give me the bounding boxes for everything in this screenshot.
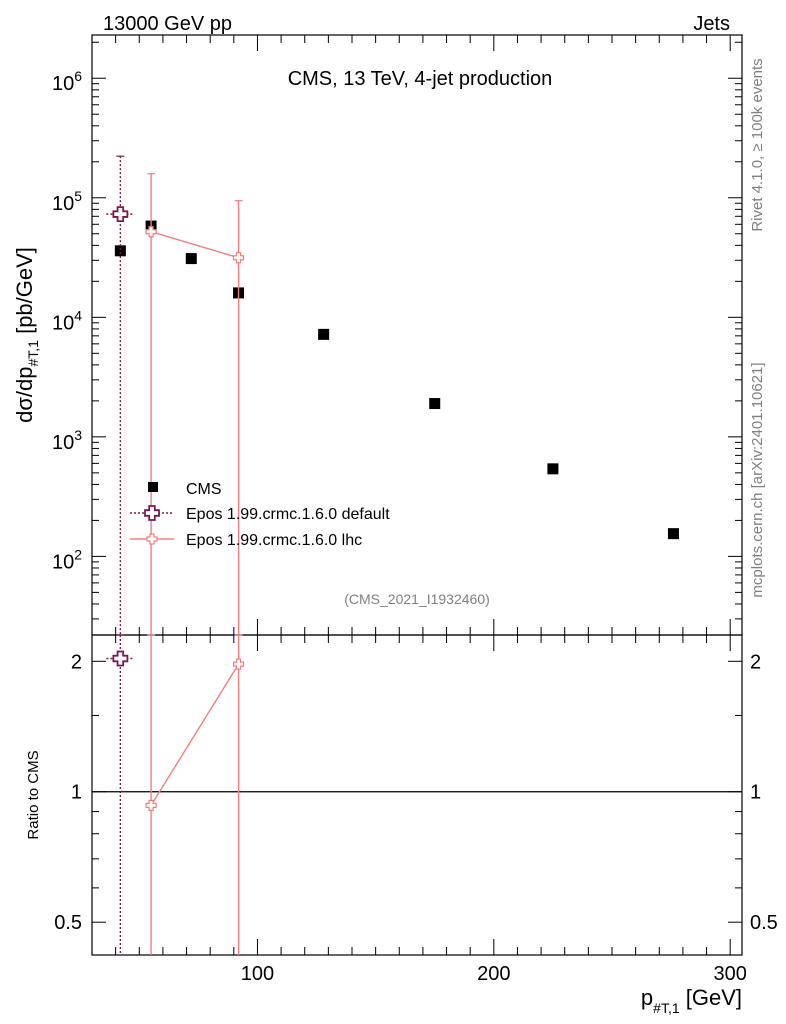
cms-data-point	[318, 328, 330, 340]
main-major-ticks	[92, 35, 742, 635]
x-tick-label-100: 100	[241, 963, 274, 985]
rivet-version-label: Rivet 4.1.0, ≥ 100k events	[749, 58, 766, 231]
cms-data-point	[667, 528, 679, 540]
ratio-y-tick-label-0-5: 0.5	[54, 912, 82, 934]
cms-data-point	[114, 245, 126, 257]
legend-epos-lhc-label: Epos 1.99.crmc.1.6.0 lhc	[186, 532, 362, 549]
main-y-tick-labels: 102 103 104 105 106	[52, 68, 82, 573]
cms-data-point	[547, 463, 559, 475]
y-tick-label-1e2: 102	[52, 546, 82, 573]
ratio-plot-frame	[91, 634, 743, 956]
y-tick-label-1e4: 104	[52, 307, 82, 334]
header-left: 13000 GeV pp	[103, 13, 232, 35]
y-tick-label-1e5: 105	[52, 188, 82, 215]
x-axis-title: p#T,1 [GeV]	[641, 985, 742, 1016]
epos-lhc-data-point	[232, 252, 245, 264]
ratio-epos-lhc-data-point	[232, 658, 245, 670]
legend-epos-default-label: Epos 1.99.crmc.1.6.0 default	[186, 506, 390, 523]
ratio-epos-default-data-point	[112, 650, 129, 667]
ratio-epos-lhc-data-point	[145, 799, 157, 812]
header-right: Jets	[693, 13, 730, 35]
ratio-y-tick-label-1: 1	[71, 782, 82, 804]
legend: CMS Epos 1.99.crmc.1.6.0 default Epos 1.…	[130, 481, 390, 549]
main-minor-ticks	[92, 41, 742, 620]
ratio-ticks	[92, 635, 742, 955]
cms-data-point	[185, 253, 197, 265]
ratio-y-axis-title: Ratio to CMS	[25, 750, 42, 839]
legend-epos-default-marker	[144, 505, 160, 521]
mcplots-label: mcplots.cern.ch [arXiv:2401.10621]	[749, 362, 766, 597]
analysis-id: (CMS_2021_I1932460)	[344, 591, 490, 607]
epos-lhc-data-point	[145, 226, 157, 238]
y-tick-label-1e6: 106	[52, 68, 82, 95]
legend-cms-label: CMS	[186, 481, 222, 498]
x-tick-label-300: 300	[713, 963, 746, 985]
ratio-y-tick-label-2: 2	[71, 651, 82, 673]
y-tick-label-1e3: 103	[52, 427, 82, 454]
epos-default-data-point	[112, 206, 129, 223]
ratio-epos-lhc-connect-line	[150, 663, 240, 806]
legend-cms-marker	[148, 482, 158, 492]
chart-title: CMS, 13 TeV, 4-jet production	[288, 68, 553, 90]
legend-epos-lhc-marker	[146, 533, 158, 545]
ratio-y-tick-label-right-1: 1	[750, 782, 761, 804]
epos-lhc-connect-line	[150, 231, 239, 259]
ratio-data-series	[106, 634, 245, 955]
main-plot-panel: 102 103 104 105 106 CMS, 13 TeV, 4-jet p…	[12, 34, 743, 636]
y-axis-title: dσ/dp#T,1 [pb/GeV]	[12, 247, 41, 423]
x-tick-label-200: 200	[477, 963, 510, 985]
ratio-y-tick-label-right-0-5: 0.5	[750, 912, 778, 934]
cms-data-point	[429, 398, 441, 410]
ratio-y-tick-label-right-2: 2	[750, 651, 761, 673]
ratio-plot-panel: 0.5 1 2 0.5 1 2 Ratio to CMS	[25, 634, 778, 956]
main-data-series	[106, 155, 679, 635]
